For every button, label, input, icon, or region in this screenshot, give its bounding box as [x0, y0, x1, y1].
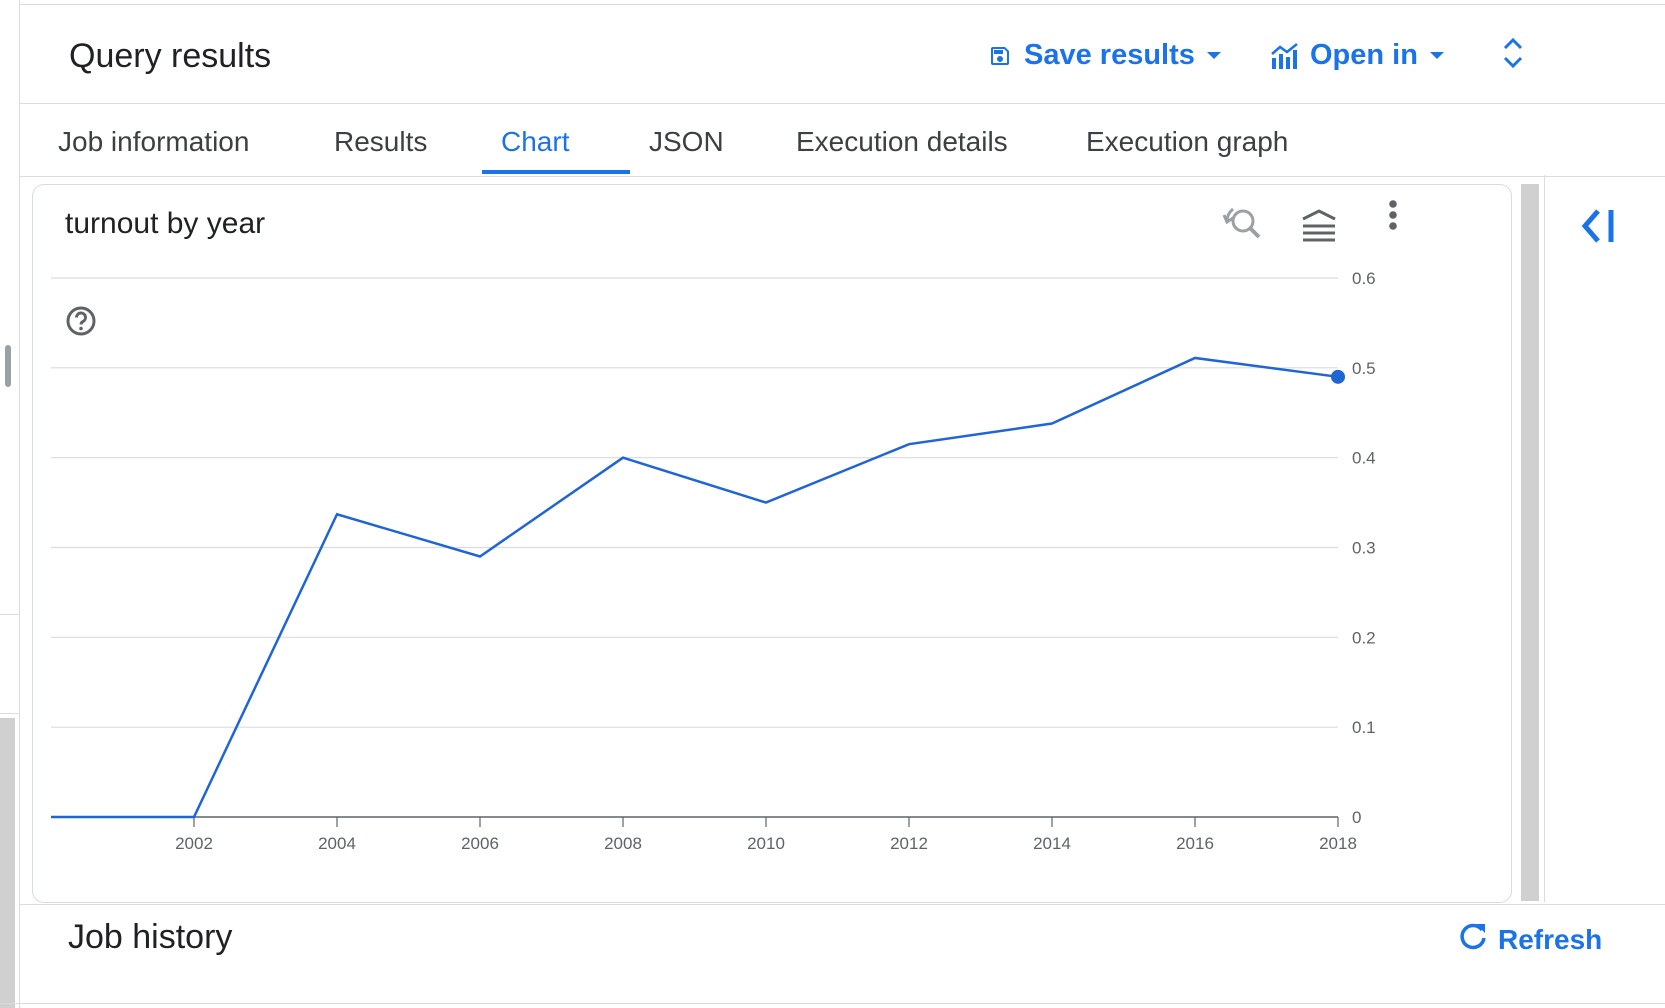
data-point — [1331, 369, 1345, 384]
x-tick-label: 2016 — [1176, 834, 1214, 853]
chart-icon — [1270, 42, 1300, 70]
refresh-button[interactable]: Refresh — [1458, 921, 1602, 958]
line-chart: 0 0.1 0.2 0.3 0.4 0.5 0.6 2002 2004 2006 2008 2010 2… — [51, 269, 1376, 853]
open-in-button[interactable]: Open in — [1270, 39, 1444, 72]
query-results-header: Query results Save results Open in — [20, 5, 1665, 103]
help-icon[interactable] — [65, 305, 97, 342]
tab-chart[interactable]: Chart — [501, 126, 570, 157]
left-scrollbar[interactable] — [0, 718, 15, 1008]
refresh-icon — [1458, 921, 1498, 958]
x-tick-label: 2018 — [1319, 834, 1357, 853]
tab-execution-details[interactable]: Execution details — [796, 126, 1008, 157]
divider — [0, 614, 19, 615]
tab-json[interactable]: JSON — [649, 126, 724, 157]
save-results-button[interactable]: Save results — [988, 39, 1221, 72]
resize-handle[interactable] — [5, 345, 11, 387]
left-panel-border — [19, 0, 20, 1008]
divider — [0, 713, 19, 714]
x-tick-label: 2014 — [1033, 834, 1071, 853]
chevron-down-icon — [1206, 52, 1221, 59]
chart-title: turnout by year — [65, 207, 266, 240]
x-tick-label: 2006 — [461, 834, 499, 853]
y-tick-label: 0.2 — [1352, 628, 1376, 647]
series-line — [51, 356, 1339, 819]
job-history-title: Job history — [68, 918, 233, 956]
save-icon — [988, 44, 1012, 68]
save-results-label: Save results — [1024, 39, 1195, 71]
y-tick-label: 0.3 — [1352, 539, 1376, 558]
x-tick-label: 2010 — [747, 834, 785, 853]
chevron-down-icon — [1429, 52, 1444, 59]
y-tick-label: 0.5 — [1352, 359, 1376, 378]
unfold-icon[interactable] — [1502, 37, 1524, 69]
page-title: Query results — [69, 37, 272, 75]
y-tick-label: 0.4 — [1352, 449, 1376, 468]
y-tick-label: 0.6 — [1352, 269, 1376, 288]
divider — [20, 4, 1665, 5]
tab-job-information[interactable]: Job information — [58, 126, 250, 157]
x-tick-label: 2002 — [175, 834, 213, 853]
y-tick-label: 0.1 — [1352, 718, 1376, 737]
refresh-label: Refresh — [1498, 923, 1603, 955]
tab-results[interactable]: Results — [334, 126, 428, 157]
x-tick-label: 2004 — [318, 834, 356, 853]
chart-scrollbar[interactable] — [1521, 184, 1539, 901]
chart-card: turnout by year 0 0.1 0.2 0.3 0.4 0.5 0 — [32, 184, 1512, 903]
y-tick-label: 0 — [1352, 808, 1361, 827]
divider — [0, 1003, 1665, 1004]
legend-icon[interactable] — [1299, 205, 1339, 250]
divider — [20, 904, 1665, 905]
x-tick-label: 2008 — [604, 834, 642, 853]
active-tab-indicator — [482, 170, 630, 174]
collapse-panel-icon[interactable] — [1580, 206, 1620, 251]
more-vert-icon[interactable] — [1381, 197, 1405, 242]
zoom-reset-icon[interactable] — [1221, 203, 1265, 252]
divider — [1544, 175, 1545, 902]
open-in-label: Open in — [1310, 39, 1418, 71]
results-tabs: Job information Results Chart JSON Execu… — [20, 103, 1665, 177]
tab-execution-graph[interactable]: Execution graph — [1086, 126, 1289, 157]
x-tick-label: 2012 — [890, 834, 928, 853]
